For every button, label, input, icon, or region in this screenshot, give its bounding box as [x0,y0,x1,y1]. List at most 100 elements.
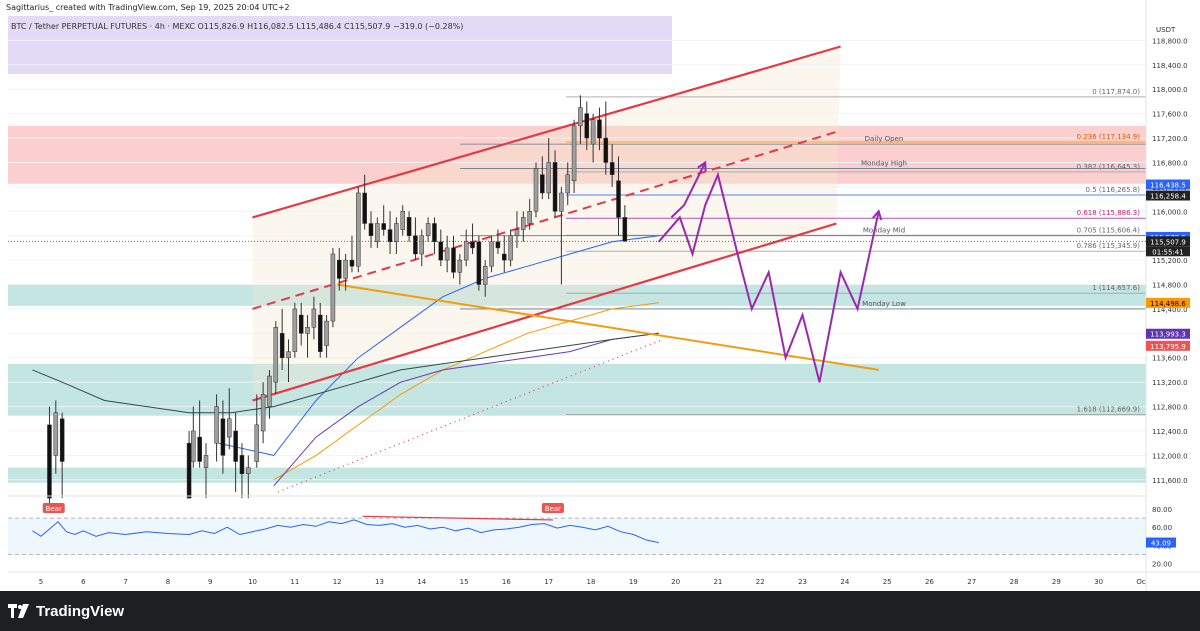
price-tick-label: 113,600.0 [1152,355,1188,363]
time-tick-label: 24 [840,578,849,586]
price-tick-label: 113,200.0 [1152,379,1188,387]
candle-body [239,455,245,474]
candle-body [463,241,469,261]
fib-label: 0.705 (115,606.4) [1077,226,1141,234]
channel-fill [252,46,841,401]
time-tick-label: 13 [375,578,384,586]
axes-layer: USDT 111,600.0 112,000.0 112,400.0 112,800.0… [8,0,1200,591]
candle-body [186,442,192,499]
candle-body [337,259,342,279]
candle-body [260,394,266,432]
candle-body [286,351,291,358]
channel-mid-line [252,130,837,310]
time-tick-label: 9 [208,578,212,586]
symbol-legend[interactable]: BTC / Tether PERPETUAL FUTURES · 4h · ME… [11,22,464,31]
candle-body [559,192,564,212]
candle-body [514,229,520,236]
candle-body [203,455,209,468]
rsi-value-tag [1146,537,1176,548]
rsi-band [8,518,1146,555]
price-tag [1146,190,1190,201]
candle-body [597,119,602,139]
footer-bar: TradingView [0,591,1200,631]
bear-divergence-label: Bear [545,505,561,513]
candle-body [438,241,444,261]
fib-label: 1 (114,657.6) [1092,284,1140,292]
price-tag-label: 116,438.5 [1150,182,1186,190]
time-tick-label: 6 [81,578,86,586]
chart-canvas[interactable]: 0 (117,874.0) 0.236 (117,134.9) 0.382 (116… [0,0,1200,591]
candle-body [527,211,532,224]
candle-body [220,418,226,456]
price-tag [1146,179,1190,190]
candle-body [622,217,628,242]
bear-divergence-badge [42,503,65,513]
time-tick-label: 27 [967,578,976,586]
time-tick-label: 5 [39,578,43,586]
candles-layer [47,95,628,505]
candle-body [590,119,596,145]
rsi-line [32,519,659,544]
time-tick-label: 17 [544,578,553,586]
time-tick-label: 11 [290,578,299,586]
price-tick-label: 116,000.0 [1152,208,1188,216]
candle-body [419,235,425,255]
moving-average-line [218,235,659,456]
countdown-tag [1146,246,1190,257]
fib-label: 0.5 (116,265.8) [1086,186,1141,194]
candle-body [451,247,456,273]
price-tag-label: 113,795.9 [1150,343,1186,351]
candle-body [330,253,336,322]
drawings-layer [252,45,883,493]
candle-body [394,223,399,243]
author-caption: Sagittarius_ created with TradingView.co… [6,3,290,12]
candle-body [324,320,329,346]
fib-label: 0.618 (115,886.3) [1077,209,1141,217]
price-tick-label: 114,800.0 [1152,282,1188,290]
time-tick-label: 12 [333,578,342,586]
price-tick-label: 118,000.0 [1152,86,1188,94]
candle-body [305,326,310,334]
candle-body [292,308,298,352]
time-tick-label: 21 [713,578,722,586]
candle-body [254,424,260,462]
session-level-label: Monday Low [862,300,906,308]
tradingview-logo[interactable]: TradingView [8,602,124,620]
time-tick-label: Oc [1136,578,1146,586]
time-tick-label: 7 [123,578,127,586]
time-tick-label: 18 [587,578,596,586]
candle-body [227,418,232,438]
time-tick-label: 29 [1052,578,1061,586]
session-level-label: Monday High [861,160,907,168]
candle-body [53,412,59,456]
candle-body [47,424,52,499]
price-tick-label: 118,400.0 [1152,62,1188,70]
candle-body [406,217,412,236]
time-tick-label: 22 [756,578,765,586]
candle-body [356,192,361,267]
session-level-label: Daily Open [865,135,904,143]
candle-body [233,430,238,462]
candle-body [616,180,621,218]
candle-body [584,113,590,139]
time-tick-label: 20 [671,578,680,586]
price-tick-label: 117,200.0 [1152,135,1188,143]
price-tick-label: 112,000.0 [1152,452,1188,460]
rsi-value-label: 43.09 [1151,540,1171,548]
zones-layer [8,46,1146,483]
fib-label: 1.618 (112,669.9) [1077,406,1141,414]
candle-body [432,223,437,243]
candle-body [362,192,367,224]
price-tag-label: 113,993.3 [1150,331,1186,339]
price-axis-bg [1146,0,1200,591]
candle-body [508,235,513,261]
countdown-label: 01:55:41 [1152,248,1183,256]
fib-label: 0.382 (116,645.3) [1077,163,1141,171]
candle-body [298,314,304,334]
candle-body [279,333,285,358]
candle-body [565,174,570,194]
price-tick-label: 116,800.0 [1152,159,1188,167]
candle-body [578,107,583,127]
candle-body [489,241,494,267]
fib-label: 0 (117,874.0) [1092,88,1140,96]
